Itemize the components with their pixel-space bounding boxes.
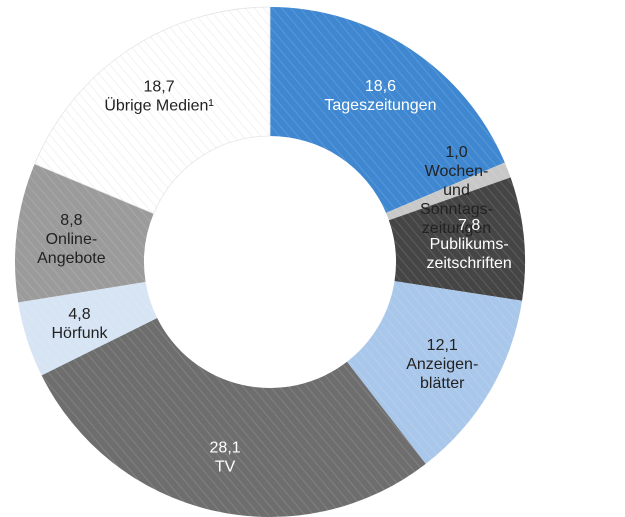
slices-group — [15, 6, 525, 517]
slice-texture-online-angebote — [15, 163, 154, 303]
slice-label-online-angebote: 8,8 Online- Angebote — [37, 212, 106, 267]
slice-texture-anzeigen-blaetter — [346, 281, 523, 464]
value-label: 8,8 — [60, 212, 82, 229]
name-label-line: blätter — [420, 375, 465, 392]
name-label-line: Angebote — [37, 250, 106, 267]
name-label-line: zeitungen — [422, 220, 491, 237]
value-label: 4,8 — [68, 306, 90, 323]
slice-texture-hoerfunk — [18, 281, 158, 376]
value-label: 7,8 — [458, 217, 480, 234]
slice-label-tageszeitungen: 18,6 Tageszeitungen — [324, 78, 436, 114]
slice-texture-uebrige-medien — [34, 7, 271, 214]
slice-texture-tageszeitungen — [270, 7, 505, 213]
slice-texture-tv — [41, 318, 426, 517]
value-label: 12,1 — [427, 337, 458, 354]
slice-label-anzeigen-blaetter: 12,1 Anzeigen-blätter — [406, 337, 478, 392]
slice-texture-publikums-zeitschriften — [388, 177, 525, 301]
slice-texture-wochen-und-sonntags-zeitungen — [386, 162, 511, 221]
name-label-line: TV — [215, 459, 236, 476]
value-label: 28,1 — [210, 440, 241, 457]
value-label: 1,0 — [445, 144, 467, 161]
name-label-line: Wochen- — [425, 163, 489, 180]
name-label-line: Publikums- — [430, 236, 509, 253]
slice-label-publikums-zeitschriften: 7,8 Publikums-zeitschriften — [426, 217, 511, 272]
slice-label-wochen-und-sonntags-zeitungen: 1,0 Wochen-und Sonntags-zeitungen — [420, 144, 493, 237]
name-label-line: Online- — [46, 231, 98, 248]
value-label: 18,6 — [365, 78, 396, 95]
name-label-line: Tageszeitungen — [324, 97, 436, 114]
name-label-line: Hörfunk — [52, 325, 109, 342]
name-label-line: Sonntags- — [420, 201, 493, 218]
slice-label-tv: 28,1 TV — [210, 440, 241, 476]
name-label-line: Übrige Medien¹ — [104, 96, 213, 114]
value-label: 18,7 — [143, 78, 174, 95]
name-label-line: und — [443, 182, 470, 199]
name-label-line: Anzeigen- — [406, 356, 478, 373]
labels-group: 18,6 Tageszeitungen 1,0 Wochen-und Sonntags-… — [37, 78, 512, 476]
slice-label-uebrige-medien: 18,7 Übrige Medien¹ — [104, 78, 213, 114]
name-label-line: zeitschriften — [426, 255, 511, 272]
slice-label-hoerfunk: 4,8 Hörfunk — [52, 306, 109, 342]
